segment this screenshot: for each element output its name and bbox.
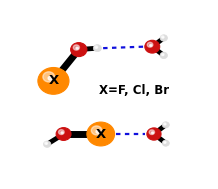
Circle shape bbox=[160, 35, 167, 41]
Circle shape bbox=[162, 122, 169, 128]
Circle shape bbox=[91, 126, 102, 135]
Circle shape bbox=[96, 47, 97, 48]
Circle shape bbox=[163, 141, 166, 143]
Circle shape bbox=[45, 142, 48, 144]
Circle shape bbox=[48, 76, 53, 80]
Circle shape bbox=[38, 67, 69, 94]
Circle shape bbox=[161, 36, 164, 38]
Circle shape bbox=[145, 40, 160, 53]
Circle shape bbox=[163, 123, 166, 125]
Circle shape bbox=[149, 130, 155, 135]
Circle shape bbox=[46, 143, 47, 144]
Circle shape bbox=[87, 122, 115, 146]
Circle shape bbox=[150, 45, 152, 46]
Circle shape bbox=[165, 124, 166, 125]
Circle shape bbox=[71, 43, 87, 57]
Circle shape bbox=[162, 37, 164, 38]
Circle shape bbox=[93, 45, 101, 52]
Circle shape bbox=[43, 72, 55, 82]
Circle shape bbox=[43, 141, 51, 147]
Text: X: X bbox=[96, 128, 106, 140]
Circle shape bbox=[162, 54, 164, 55]
Circle shape bbox=[165, 142, 166, 143]
Circle shape bbox=[152, 132, 153, 134]
Circle shape bbox=[161, 53, 164, 56]
Circle shape bbox=[61, 132, 63, 134]
Circle shape bbox=[95, 46, 98, 48]
Circle shape bbox=[147, 42, 153, 47]
Circle shape bbox=[56, 128, 71, 140]
Circle shape bbox=[58, 130, 64, 135]
Circle shape bbox=[73, 45, 79, 50]
Circle shape bbox=[96, 130, 100, 133]
Circle shape bbox=[76, 47, 78, 49]
Text: X=F, Cl, Br: X=F, Cl, Br bbox=[99, 84, 170, 97]
Circle shape bbox=[160, 52, 167, 59]
Text: X: X bbox=[48, 74, 59, 87]
Circle shape bbox=[147, 128, 161, 140]
Circle shape bbox=[162, 140, 169, 146]
